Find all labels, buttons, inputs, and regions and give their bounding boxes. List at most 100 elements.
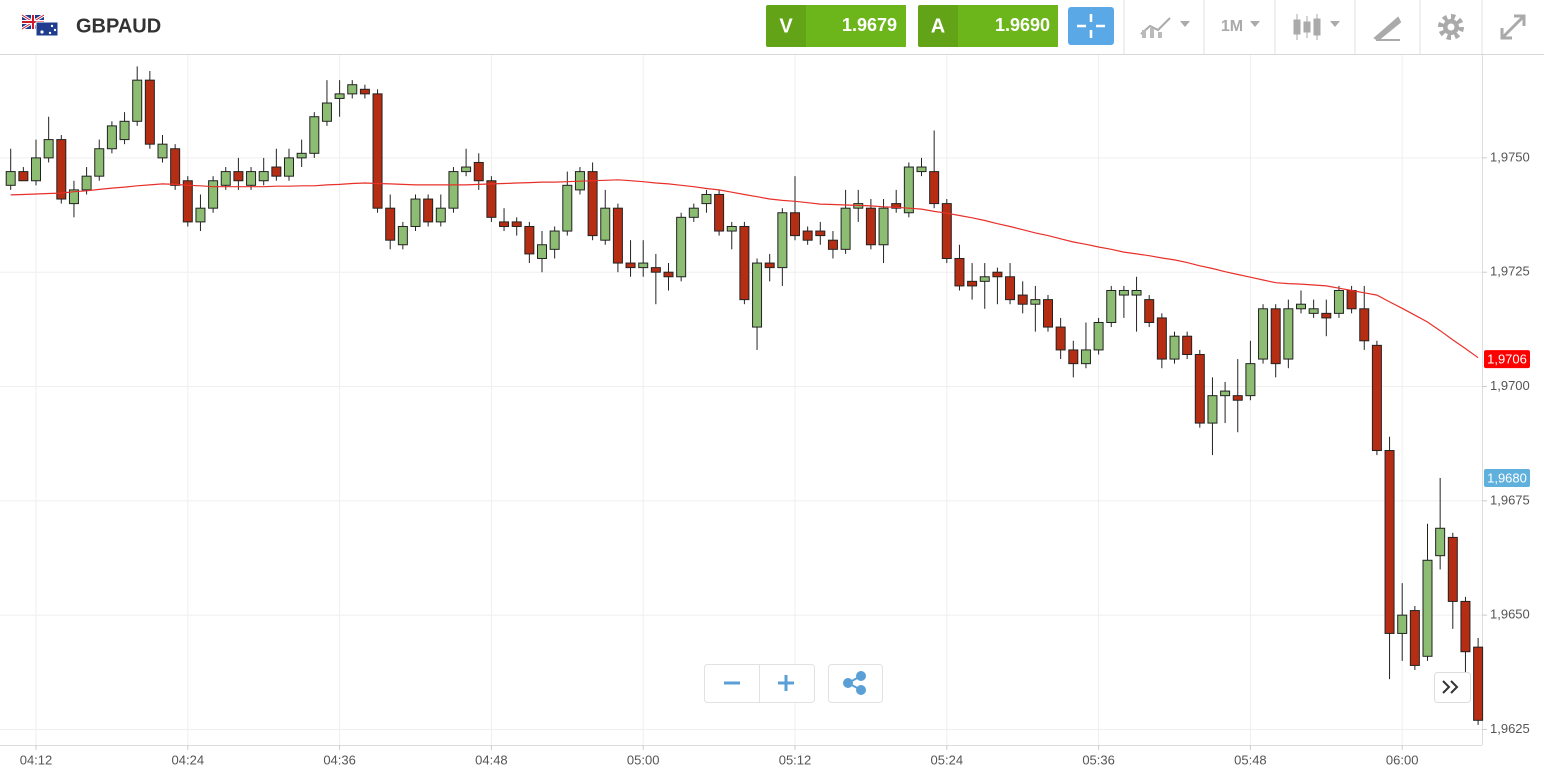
candle-body	[688, 207, 699, 218]
crosshair-button[interactable]	[1068, 7, 1114, 45]
candle-body	[220, 171, 231, 186]
zoom-controls	[704, 664, 1471, 703]
x-tick-label: 04:48	[475, 752, 508, 767]
scroll-end-box	[1434, 672, 1471, 703]
candle-body	[549, 230, 560, 250]
candle-body	[385, 207, 396, 241]
symbol: GBPAUD	[76, 15, 161, 37]
x-tick-label: 05:12	[779, 752, 812, 767]
candle-body	[1346, 289, 1357, 310]
sell-label: V	[779, 15, 793, 37]
x-tick-label: 04:36	[323, 752, 356, 767]
header: GBPAUD V 1.9679 A 1.9690 1M	[0, 0, 1544, 55]
candle-body	[1030, 299, 1041, 305]
candle-body	[81, 175, 92, 191]
share-button[interactable]	[843, 671, 866, 695]
draw-tool-button[interactable]	[1373, 16, 1402, 42]
candle-body	[1131, 289, 1142, 296]
candle-body	[840, 207, 851, 250]
candle-body	[714, 193, 725, 232]
candle-body	[5, 171, 16, 186]
candle-body	[1435, 527, 1446, 557]
timeframe-caret	[1250, 21, 1260, 27]
candle-body	[486, 180, 497, 218]
x-tick-label: 05:36	[1082, 752, 1115, 767]
candle-body	[334, 93, 345, 99]
candle-body	[1207, 395, 1218, 424]
candle-body	[347, 84, 358, 95]
candle-body	[562, 184, 573, 232]
price-marker	[1484, 468, 1530, 487]
candles-button[interactable]	[1293, 14, 1340, 40]
candle-body	[499, 221, 510, 227]
buy-label: A	[931, 15, 945, 37]
chart-type-button[interactable]	[1140, 17, 1190, 38]
candle-body	[1005, 276, 1016, 301]
candle-body	[891, 203, 902, 209]
candle-body	[739, 225, 750, 301]
candle-body	[435, 207, 446, 223]
candle-body	[106, 125, 117, 150]
candle-body	[423, 198, 434, 223]
header-separators	[1123, 0, 1483, 54]
x-tick-label: 06:00	[1386, 752, 1419, 767]
candle-body	[461, 166, 472, 173]
price-marker	[1484, 350, 1530, 369]
candle-body	[1068, 349, 1079, 365]
settings-button[interactable]	[1438, 14, 1464, 40]
candle-body	[157, 143, 168, 159]
candle-body	[676, 216, 687, 278]
candle-body	[1194, 354, 1205, 424]
candle-body	[1397, 614, 1408, 634]
candle-body	[119, 120, 130, 141]
candle-body	[448, 171, 459, 209]
y-tick-label: 1,9675	[1490, 492, 1530, 507]
x-tick-label: 04:12	[20, 752, 53, 767]
zoom-in[interactable]	[778, 675, 794, 691]
x-tick-label: 05:48	[1234, 752, 1267, 767]
candle-body	[359, 88, 370, 95]
candle-body	[473, 161, 484, 182]
price-marker-label: 1,9680	[1487, 470, 1527, 485]
candle-body	[1258, 308, 1269, 360]
candle-body	[790, 212, 800, 237]
buy-price: 1.9690	[995, 15, 1050, 35]
candle-body	[752, 262, 763, 328]
candle-body	[56, 139, 67, 200]
x-tick-label: 05:24	[931, 752, 964, 767]
candle-body	[1118, 289, 1129, 296]
candle-body	[372, 93, 383, 209]
candle-body	[31, 157, 41, 182]
candle-body	[1080, 349, 1091, 365]
candle-body	[701, 193, 712, 205]
candle-body	[1182, 335, 1193, 356]
candle-body	[1156, 317, 1167, 360]
timeframe[interactable]: 1M	[1221, 18, 1243, 35]
candle-body	[1296, 303, 1306, 310]
candle-body	[1371, 344, 1382, 452]
candle-body	[663, 271, 674, 278]
candle-body	[967, 280, 978, 287]
candle-body	[1384, 450, 1395, 634]
candle-body	[68, 189, 79, 205]
candle-body	[284, 157, 294, 177]
candle-body	[979, 276, 990, 282]
y-tick-label: 1,9625	[1490, 721, 1530, 736]
fullscreen-button[interactable]	[1500, 14, 1526, 40]
y-tick-label: 1,9700	[1490, 378, 1530, 393]
scroll-end-button[interactable]	[1442, 680, 1459, 694]
candle-body	[43, 139, 54, 159]
candle-body	[726, 225, 737, 232]
candle-body	[296, 152, 307, 159]
candle-body	[524, 225, 535, 255]
candle-body	[309, 116, 320, 154]
candle-body	[511, 221, 522, 227]
plot: 1,9625 1,9650 1,9675 1,9700 1,9725 1,9750 04:1…	[0, 55, 1530, 767]
candle-body	[1333, 289, 1344, 314]
candle-body	[1283, 308, 1294, 360]
candle-body	[612, 207, 623, 264]
candle-body	[954, 257, 965, 287]
candle-body	[182, 180, 193, 223]
candle-body	[815, 230, 826, 237]
candle-body	[992, 271, 1003, 278]
